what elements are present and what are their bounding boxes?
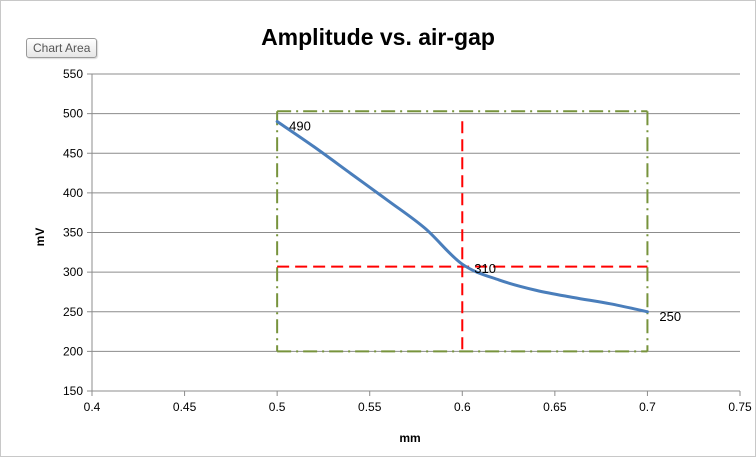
y-tick-label: 550 — [63, 67, 83, 81]
y-tick-label: 300 — [63, 265, 83, 279]
x-tick-label: 0.4 — [84, 400, 101, 414]
annotation-lines — [276, 110, 649, 353]
series-line — [275, 120, 649, 314]
x-tick-label: 0.65 — [543, 400, 567, 414]
chart-area-tooltip[interactable]: Chart Area — [26, 38, 98, 58]
x-tick-label: 0.75 — [728, 400, 752, 414]
x-tick-label: 0.5 — [269, 400, 286, 414]
axes: 150 200 250 300 350 400 450 500 550 0.4 0.45 0.5 0.5… — [63, 67, 752, 414]
data-label: 310 — [474, 261, 496, 276]
x-tick-label: 0.6 — [454, 400, 471, 414]
x-axis-label: mm — [399, 431, 420, 445]
y-tick-label: 150 — [63, 384, 83, 398]
chart-title: Amplitude vs. air-gap — [261, 24, 495, 50]
y-tick-label: 200 — [63, 344, 83, 358]
y-tick-label: 350 — [63, 226, 83, 240]
x-tick-label: 0.7 — [639, 400, 656, 414]
x-tick-label: 0.55 — [358, 400, 382, 414]
y-axis-label: mV — [33, 228, 47, 247]
y-tick-label: 400 — [63, 186, 83, 200]
y-tick-label: 250 — [63, 305, 83, 319]
y-tick-label: 450 — [63, 146, 83, 160]
data-label: 490 — [289, 119, 311, 134]
series-layer — [275, 120, 649, 314]
x-tick-label: 0.45 — [173, 400, 197, 414]
data-labels: 490 310 250 — [289, 119, 681, 324]
y-tick-label: 500 — [63, 107, 83, 121]
data-label: 250 — [659, 309, 681, 324]
